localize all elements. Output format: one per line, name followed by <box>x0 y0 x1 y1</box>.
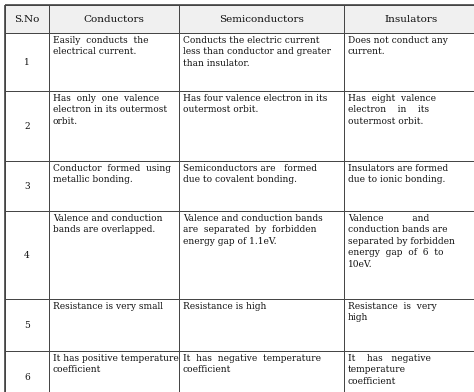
Text: Has  eight  valence
electron    in    its
outermost orbit.: Has eight valence electron in its outerm… <box>348 94 436 126</box>
Bar <box>179 5 344 33</box>
Text: Conductor  formed  using
metallic bonding.: Conductor formed using metallic bonding. <box>53 164 171 185</box>
Bar <box>344 299 474 351</box>
Bar <box>344 161 474 211</box>
Text: 1: 1 <box>24 58 30 67</box>
Text: Does not conduct any
current.: Does not conduct any current. <box>348 36 448 56</box>
Bar <box>49 5 179 33</box>
Bar <box>49 211 179 299</box>
Bar <box>49 91 179 161</box>
Bar <box>5 351 49 392</box>
Bar <box>5 211 49 299</box>
Bar <box>179 211 344 299</box>
Bar <box>344 351 474 392</box>
Text: 2: 2 <box>24 122 30 131</box>
Text: Has four valence electron in its
outermost orbit.: Has four valence electron in its outermo… <box>183 94 328 114</box>
Bar <box>5 161 49 211</box>
Bar <box>49 299 179 351</box>
Bar <box>5 91 49 161</box>
Text: 5: 5 <box>24 321 30 330</box>
Bar <box>179 161 344 211</box>
Text: Valence and conduction
bands are overlapped.: Valence and conduction bands are overlap… <box>53 214 163 234</box>
Text: Semiconductors: Semiconductors <box>219 15 304 24</box>
Text: Valence          and
conduction bands are
separated by forbidden
energy  gap  of: Valence and conduction bands are separat… <box>348 214 455 269</box>
Text: Conductors: Conductors <box>83 15 145 24</box>
Text: 4: 4 <box>24 250 30 260</box>
Text: It has positive temperature
coefficient: It has positive temperature coefficient <box>53 354 179 374</box>
Text: 3: 3 <box>24 181 30 191</box>
Text: Conducts the electric current
less than conductor and greater
than insulator.: Conducts the electric current less than … <box>183 36 331 68</box>
Bar <box>49 351 179 392</box>
Bar <box>179 33 344 91</box>
Bar <box>179 351 344 392</box>
Text: Semiconductors are   formed
due to covalent bonding.: Semiconductors are formed due to covalen… <box>183 164 317 185</box>
Bar <box>5 299 49 351</box>
Text: It  has  negative  temperature
coefficient: It has negative temperature coefficient <box>183 354 321 374</box>
Bar <box>49 161 179 211</box>
Bar <box>5 5 49 33</box>
Text: It    has   negative
temperature
coefficient: It has negative temperature coefficient <box>348 354 431 386</box>
Bar <box>344 5 474 33</box>
Text: Insulators: Insulators <box>385 15 438 24</box>
Text: Insulators are formed
due to ionic bonding.: Insulators are formed due to ionic bondi… <box>348 164 448 185</box>
Text: Valence and conduction bands
are  separated  by  forbidden
energy gap of 1.1eV.: Valence and conduction bands are separat… <box>183 214 323 246</box>
Bar <box>179 299 344 351</box>
Bar <box>344 211 474 299</box>
Bar <box>5 33 49 91</box>
Bar <box>344 33 474 91</box>
Text: Resistance  is  very
high: Resistance is very high <box>348 302 437 323</box>
Text: Resistance is very small: Resistance is very small <box>53 302 163 311</box>
Text: Easily  conducts  the
electrical current.: Easily conducts the electrical current. <box>53 36 148 56</box>
Bar <box>179 91 344 161</box>
Text: Resistance is high: Resistance is high <box>183 302 266 311</box>
Bar <box>344 91 474 161</box>
Bar <box>49 33 179 91</box>
Text: S.No: S.No <box>14 15 40 24</box>
Text: Has  only  one  valence
electron in its outermost
orbit.: Has only one valence electron in its out… <box>53 94 167 126</box>
Text: 6: 6 <box>24 372 30 381</box>
